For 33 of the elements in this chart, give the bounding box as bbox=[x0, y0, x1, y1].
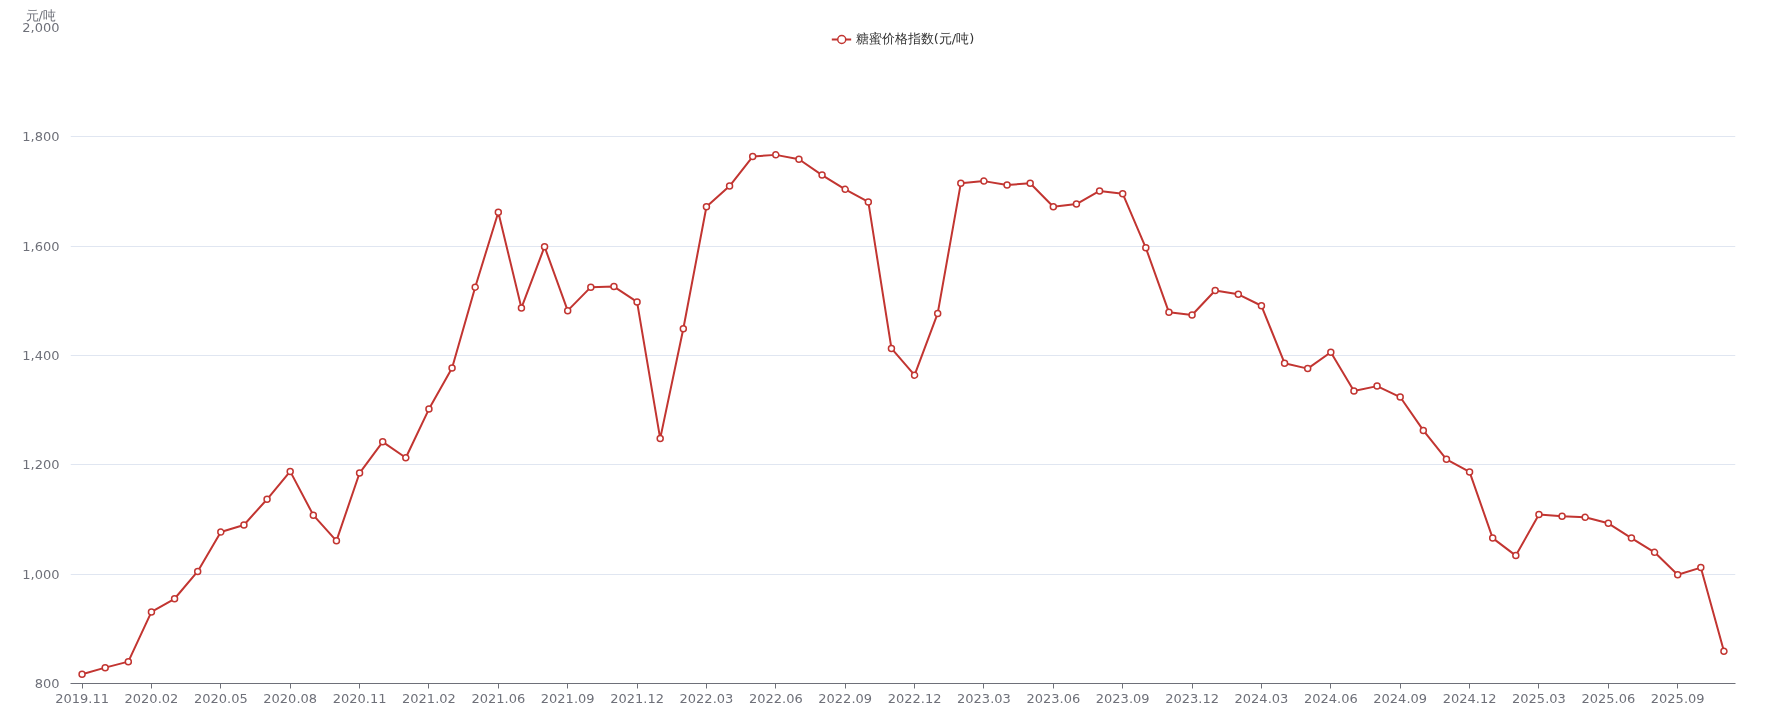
x-tick-label: 2021.02 bbox=[402, 690, 456, 706]
x-tick-label: 2020.02 bbox=[124, 690, 179, 706]
x-tick-label: 2024.03 bbox=[1234, 690, 1289, 706]
y-axis-title: 元/吨 bbox=[25, 7, 56, 23]
y-tick-label: 800 bbox=[34, 676, 60, 691]
x-tick-label: 2025.09 bbox=[1650, 690, 1705, 706]
x-tick-label: 2023.03 bbox=[957, 690, 1011, 706]
x-tick-label: 2020.08 bbox=[263, 690, 318, 706]
x-tick-label: 2020.05 bbox=[193, 690, 248, 706]
x-tick-label: 2023.09 bbox=[1095, 690, 1150, 706]
x-tick-label: 2021.12 bbox=[610, 690, 664, 706]
x-tick-label: 2023.06 bbox=[1026, 690, 1081, 706]
x-tick-label: 2022.06 bbox=[748, 690, 803, 706]
y-tick-label: 1,000 bbox=[22, 566, 60, 582]
x-tick-label: 2020.11 bbox=[332, 690, 387, 706]
x-tick-label: 2024.12 bbox=[1442, 690, 1497, 706]
y-tick-label: 1,400 bbox=[22, 348, 60, 363]
x-tick-label: 2022.12 bbox=[887, 690, 942, 706]
x-tick-label: 2024.06 bbox=[1303, 690, 1358, 706]
y-tick-label: 2,000 bbox=[22, 20, 60, 35]
x-tick-label: 2022.03 bbox=[679, 690, 734, 706]
x-tick-label: 2021.09 bbox=[540, 690, 595, 706]
legend-label: 糖蜜价格指数(元/吨) bbox=[855, 30, 975, 48]
x-tick-label: 2025.06 bbox=[1581, 690, 1636, 706]
x-tick-label: 2021.06 bbox=[471, 690, 526, 706]
y-tick-label: 1,600 bbox=[22, 238, 60, 254]
y-tick-label: 1,800 bbox=[22, 129, 60, 145]
x-tick-label: 2019.11 bbox=[55, 690, 109, 706]
x-tick-label: 2025.03 bbox=[1512, 690, 1566, 706]
y-tick-label: 1,200 bbox=[22, 457, 60, 473]
x-tick-label: 2022.09 bbox=[818, 690, 873, 706]
x-tick-label: 2023.12 bbox=[1165, 690, 1219, 706]
x-tick-label: 2024.09 bbox=[1373, 690, 1428, 706]
